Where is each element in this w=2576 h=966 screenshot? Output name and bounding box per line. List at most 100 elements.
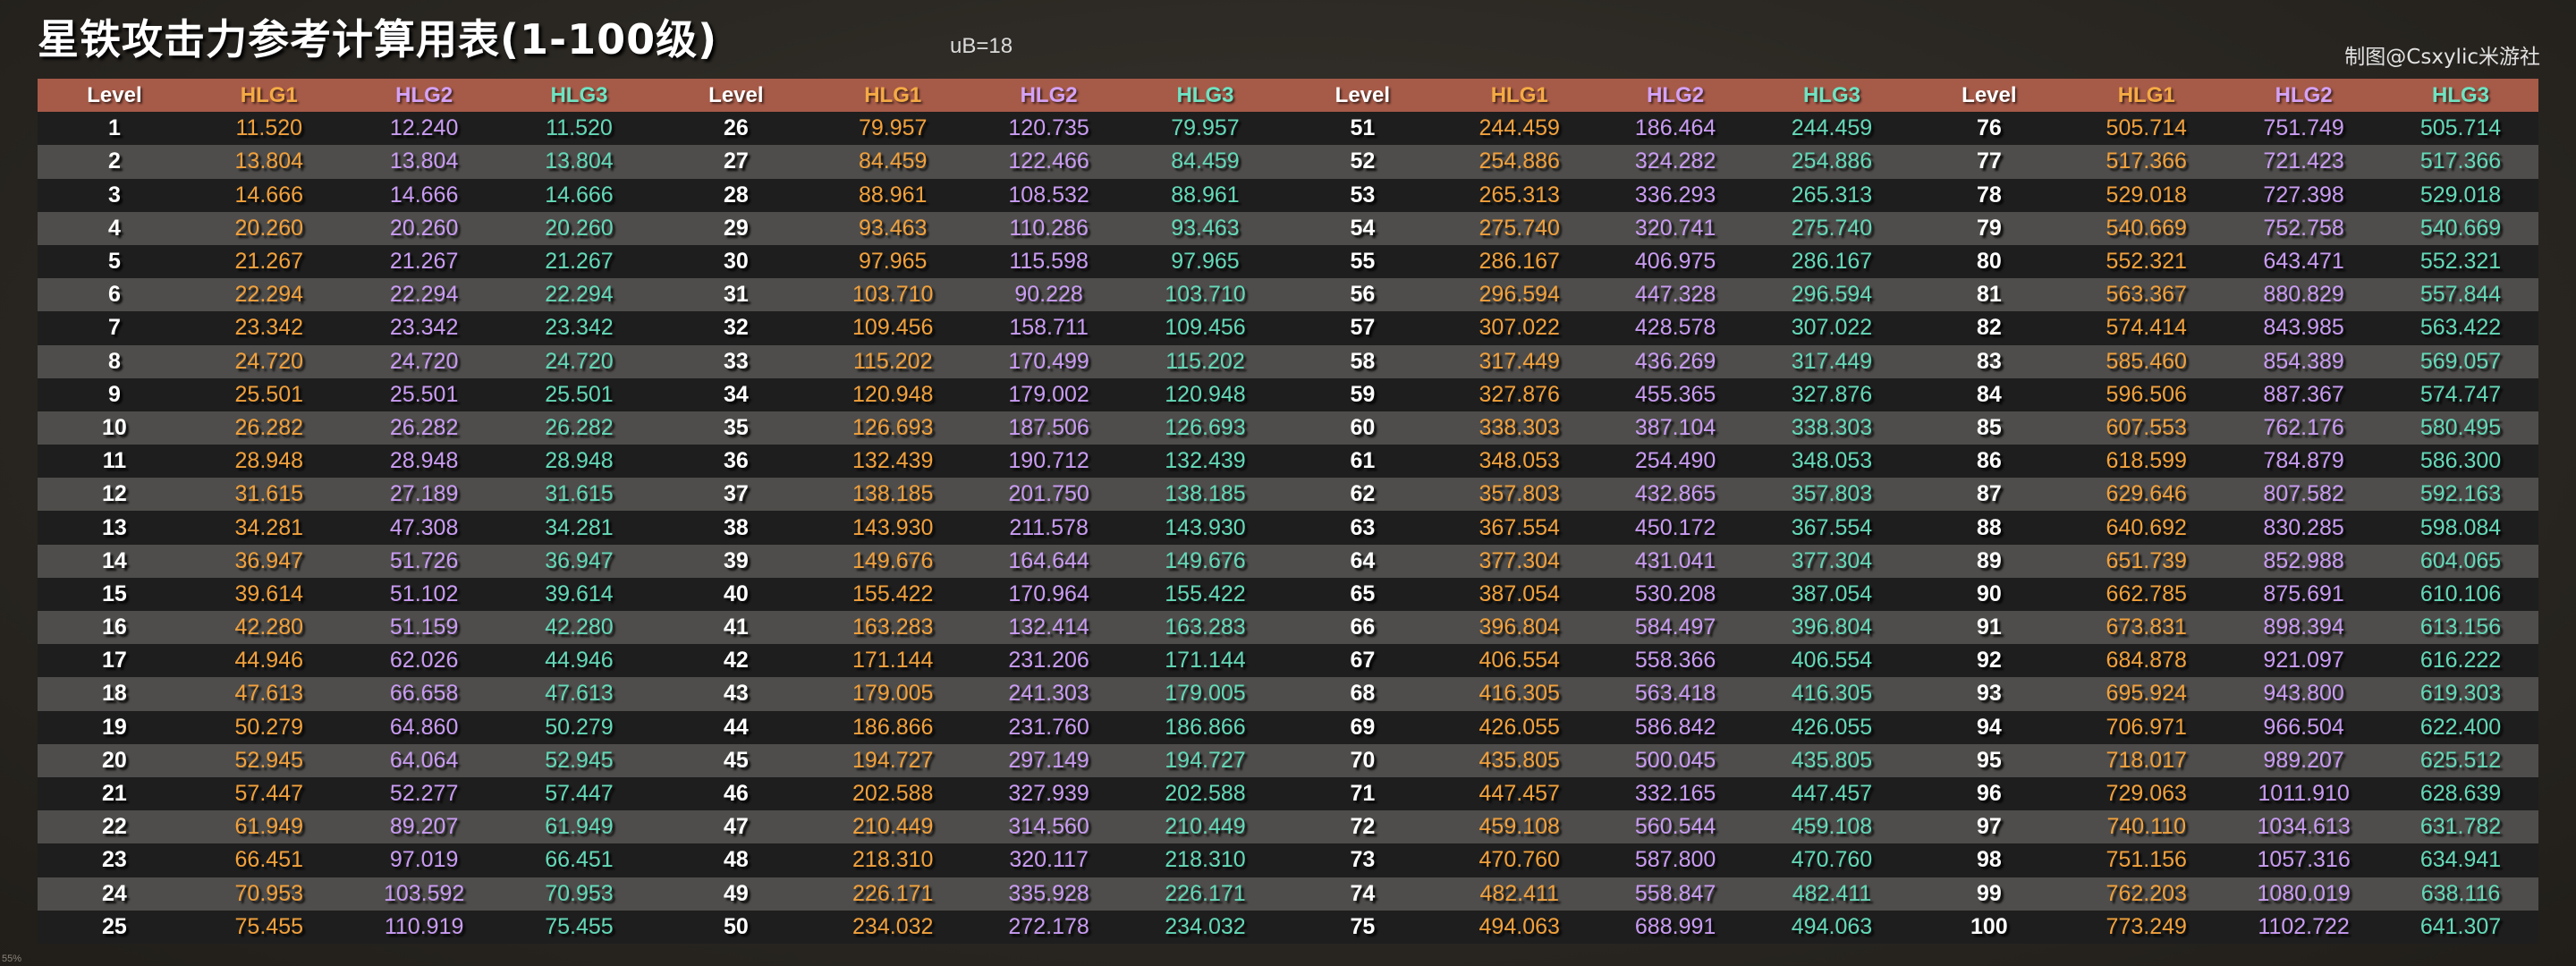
level-cell: 80 xyxy=(1910,244,2069,279)
hlg3-cell: 163.283 xyxy=(1127,611,1284,645)
hlg2-cell: 103.592 xyxy=(346,877,502,911)
hlg1-cell: 47.613 xyxy=(191,677,347,711)
hlg3-cell: 367.554 xyxy=(1753,511,1911,545)
hlg3-cell: 22.294 xyxy=(501,278,657,312)
level-cell: 81 xyxy=(1910,278,2069,312)
level-cell: 25 xyxy=(38,910,191,944)
hlg1-cell: 28.948 xyxy=(191,445,347,479)
table-row: 17 44.946 62.026 44.946 42 171.144 231.206 171.… xyxy=(38,644,2538,678)
hlg3-cell: 275.740 xyxy=(1753,211,1911,245)
hlg2-cell: 26.282 xyxy=(346,411,502,445)
column-header-hlg3: HLG3 xyxy=(1127,79,1284,113)
author-credit: 制图@Csxylic米游社 xyxy=(2344,46,2540,69)
level-cell: 32 xyxy=(657,311,816,345)
hlg3-cell: 631.782 xyxy=(2383,810,2538,844)
hlg1-cell: 115.202 xyxy=(815,344,971,378)
level-cell: 57 xyxy=(1283,311,1442,345)
level-cell: 79 xyxy=(1910,211,2069,245)
hlg2-cell: 436.269 xyxy=(1597,344,1754,378)
hlg3-cell: 79.957 xyxy=(1127,112,1284,146)
hlg1-cell: 348.053 xyxy=(1441,445,1597,479)
hlg2-cell: 314.560 xyxy=(970,810,1128,844)
hlg3-cell: 254.886 xyxy=(1753,145,1911,179)
hlg1-cell: 24.720 xyxy=(191,344,347,378)
hlg3-cell: 377.304 xyxy=(1753,544,1911,578)
hlg3-cell: 482.411 xyxy=(1753,877,1911,911)
hlg3-cell: 52.945 xyxy=(501,743,657,777)
hlg1-cell: 75.455 xyxy=(191,910,347,944)
column-header-hlg3: HLG3 xyxy=(501,79,657,113)
hlg3-cell: 39.614 xyxy=(501,577,657,611)
hlg2-cell: 335.928 xyxy=(970,877,1128,911)
hlg2-cell: 90.228 xyxy=(970,278,1128,312)
hlg3-cell: 416.305 xyxy=(1753,677,1911,711)
hlg2-cell: 120.735 xyxy=(970,112,1128,146)
zoom-indicator: 55% xyxy=(2,953,22,964)
hlg2-cell: 450.172 xyxy=(1597,511,1754,545)
hlg2-cell: 89.207 xyxy=(346,810,502,844)
level-cell: 36 xyxy=(657,445,816,479)
table-body: 1 11.520 12.240 11.520 26 79.957 120.735 79.957… xyxy=(38,112,2538,944)
hlg1-cell: 143.930 xyxy=(815,511,971,545)
hlg1-cell: 773.249 xyxy=(2068,910,2225,944)
hlg2-cell: 721.423 xyxy=(2224,145,2384,179)
level-cell: 44 xyxy=(657,710,816,744)
table-row: 9 25.501 25.501 25.501 34 120.948 179.002 120.9… xyxy=(38,377,2538,411)
hlg1-cell: 13.804 xyxy=(191,145,347,179)
table-row: 22 61.949 89.207 61.949 47 210.449 314.560 210.… xyxy=(38,810,2538,844)
level-cell: 100 xyxy=(1910,910,2069,944)
hlg3-cell: 155.422 xyxy=(1127,577,1284,611)
level-cell: 17 xyxy=(38,644,191,678)
hlg3-cell: 120.948 xyxy=(1127,377,1284,411)
level-cell: 58 xyxy=(1283,344,1442,378)
hlg2-cell: 387.104 xyxy=(1597,411,1754,445)
level-cell: 53 xyxy=(1283,178,1442,212)
hlg1-cell: 317.449 xyxy=(1441,344,1597,378)
hlg1-cell: 194.727 xyxy=(815,743,971,777)
hlg2-cell: 47.308 xyxy=(346,511,502,545)
hlg3-cell: 616.222 xyxy=(2383,644,2538,678)
level-cell: 34 xyxy=(657,377,816,411)
hlg2-cell: 887.367 xyxy=(2224,377,2384,411)
level-cell: 8 xyxy=(38,344,191,378)
level-cell: 64 xyxy=(1283,544,1442,578)
hlg1-cell: 25.501 xyxy=(191,377,347,411)
hlg2-cell: 115.598 xyxy=(970,244,1128,279)
hlg1-cell: 120.948 xyxy=(815,377,971,411)
level-cell: 56 xyxy=(1283,278,1442,312)
hlg1-cell: 540.669 xyxy=(2068,211,2225,245)
hlg2-cell: 324.282 xyxy=(1597,145,1754,179)
hlg2-cell: 272.178 xyxy=(970,910,1128,944)
hlg1-cell: 109.456 xyxy=(815,311,971,345)
level-cell: 6 xyxy=(38,278,191,312)
column-header-level: Level xyxy=(1283,79,1442,113)
hlg3-cell: 641.307 xyxy=(2383,910,2538,944)
level-cell: 40 xyxy=(657,577,816,611)
level-cell: 43 xyxy=(657,677,816,711)
hlg2-cell: 23.342 xyxy=(346,311,502,345)
hlg1-cell: 662.785 xyxy=(2068,577,2225,611)
hlg3-cell: 126.693 xyxy=(1127,411,1284,445)
hlg1-cell: 529.018 xyxy=(2068,178,2225,212)
hlg2-cell: 52.277 xyxy=(346,776,502,811)
table-header: Level HLG1 HLG2 HLG3 Level HLG1 HLG2 HLG3 Level H… xyxy=(38,79,2538,113)
hlg3-cell: 540.669 xyxy=(2383,211,2538,245)
hlg3-cell: 406.554 xyxy=(1753,644,1911,678)
hlg1-cell: 132.439 xyxy=(815,445,971,479)
hlg1-cell: 21.267 xyxy=(191,244,347,279)
level-cell: 91 xyxy=(1910,611,2069,645)
level-cell: 15 xyxy=(38,577,191,611)
hlg2-cell: 1080.019 xyxy=(2224,877,2384,911)
hlg2-cell: 428.578 xyxy=(1597,311,1754,345)
hlg2-cell: 201.750 xyxy=(970,478,1128,512)
hlg2-cell: 254.490 xyxy=(1597,445,1754,479)
hlg2-cell: 132.414 xyxy=(970,611,1128,645)
hlg3-cell: 34.281 xyxy=(501,511,657,545)
hlg3-cell: 23.342 xyxy=(501,311,657,345)
hlg2-cell: 13.804 xyxy=(346,145,502,179)
level-cell: 3 xyxy=(38,178,191,212)
level-cell: 89 xyxy=(1910,544,2069,578)
hlg1-cell: 126.693 xyxy=(815,411,971,445)
table-row: 11 28.948 28.948 28.948 36 132.439 190.712 132.… xyxy=(38,445,2538,479)
level-cell: 4 xyxy=(38,211,191,245)
